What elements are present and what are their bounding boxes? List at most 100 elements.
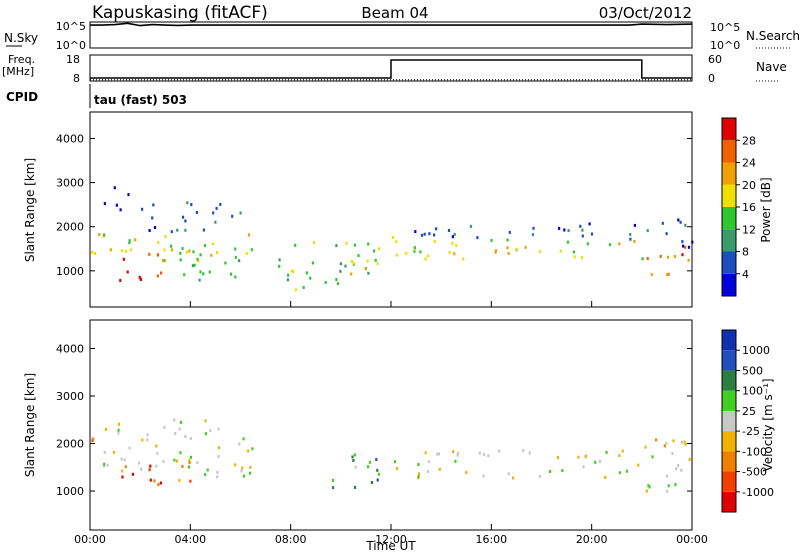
scatter-cell: [506, 238, 509, 242]
scatter-cell: [414, 230, 417, 234]
colorbar-swatch: [722, 370, 736, 391]
scatter-cell: [278, 264, 281, 268]
scatter-cell: [368, 460, 371, 464]
scatter-cell: [113, 186, 116, 190]
scatter-cell: [680, 468, 683, 472]
scatter-cell: [370, 481, 373, 484]
scatter-cell: [203, 244, 207, 248]
scatter-cell: [364, 267, 367, 271]
scatter-cell: [490, 239, 493, 242]
scatter-cell: [469, 224, 473, 228]
scatter-cell: [278, 258, 281, 262]
scatter-cell: [305, 271, 308, 275]
scatter-cell: [128, 446, 131, 450]
scatter-cell: [127, 193, 130, 197]
scatter-cell: [507, 252, 510, 255]
scatter-cell: [302, 286, 305, 289]
scatter-cell: [675, 467, 678, 471]
scatter-cell: [103, 451, 106, 454]
scatter-cell: [239, 211, 242, 215]
scatter-cell: [688, 457, 691, 461]
scatter-cell: [178, 427, 181, 431]
scatter-cell: [332, 486, 335, 490]
scatter-cell: [189, 437, 192, 441]
scatter-cell: [672, 439, 675, 443]
colorbar-tick-label: 500: [742, 364, 763, 377]
colorbar-swatch: [722, 251, 736, 274]
scatter-cell: [163, 248, 166, 252]
colorbar-tick-label: 28: [742, 134, 756, 147]
nsky-tick-high: 10^5: [56, 20, 86, 33]
scatter-cell: [465, 470, 468, 474]
scatter-cell: [123, 458, 126, 462]
scatter-cell: [366, 259, 369, 263]
scatter-cell: [115, 203, 118, 207]
scatter-cell: [448, 250, 451, 254]
scatter-cell: [674, 483, 677, 487]
scatter-cell: [556, 456, 559, 459]
scatter-cell: [673, 255, 676, 258]
scatter-cell: [451, 241, 454, 245]
scatter-cell: [196, 257, 199, 261]
scatter-cell: [162, 460, 165, 464]
scatter-cell: [148, 229, 151, 232]
scatter-cell: [679, 220, 682, 224]
scatter-cell: [621, 449, 624, 453]
scatter-cell: [128, 241, 131, 245]
scatter-cell: [178, 478, 181, 482]
scatter-cell: [352, 261, 355, 265]
scatter-cell: [184, 219, 187, 223]
scatter-cell: [633, 223, 636, 227]
colorbar-swatch: [722, 273, 736, 296]
scatter-cell: [153, 226, 157, 229]
power-y-ticks: 1000 2000 3000 4000: [56, 132, 692, 278]
colorbar-swatch: [722, 207, 736, 230]
scatter-cell: [179, 258, 182, 262]
scatter-cell: [498, 449, 501, 453]
scatter-cell: [511, 476, 515, 480]
velocity-ylabel: Slant Range [km]: [23, 373, 37, 477]
scatter-cell: [577, 455, 580, 459]
scatter-cell: [482, 474, 485, 478]
scatter-cell: [687, 245, 691, 249]
scatter-cell: [208, 270, 211, 274]
nsky-label: N.Sky: [4, 31, 38, 45]
scatter-cell: [423, 232, 426, 236]
scatter-cell: [292, 270, 295, 274]
nave-tick-high: 60: [708, 53, 722, 66]
scatter-cell: [667, 484, 670, 488]
scatter-cell: [588, 222, 591, 226]
scatter-cell: [126, 270, 129, 274]
scatter-cell: [191, 264, 194, 268]
scatter-cell: [196, 461, 199, 465]
scatter-cell: [339, 269, 342, 273]
power-scatter-cells: [91, 186, 694, 292]
scatter-cell: [250, 248, 253, 252]
y-tick-label: 2000: [56, 221, 84, 234]
scatter-cell: [567, 229, 570, 233]
scatter-cell: [420, 233, 424, 237]
scatter-cell: [294, 288, 298, 292]
scatter-cell: [211, 242, 215, 246]
colorbar-swatch: [722, 162, 736, 185]
scatter-cell: [156, 253, 159, 257]
scatter-cell: [184, 228, 187, 232]
scatter-cell: [119, 208, 122, 212]
scatter-cell: [665, 232, 668, 236]
scatter-cell: [580, 256, 584, 260]
cpid-value: tau (fast) 503: [94, 93, 187, 107]
scatter-cell: [558, 226, 561, 230]
scatter-cell: [594, 460, 597, 464]
velocity-panel: 1000 2000 3000 4000 00:00 04:00 08:00 12:00 16:…: [23, 301, 775, 553]
scatter-cell: [103, 233, 106, 237]
scatter-cell: [214, 220, 217, 224]
scatter-cell: [140, 467, 143, 471]
scatter-cell: [179, 251, 182, 255]
scatter-cell: [204, 473, 207, 477]
scatter-cell: [395, 253, 398, 257]
scatter-cell: [234, 275, 237, 279]
scatter-cell: [248, 471, 252, 475]
nsearch-tick-high: 10^5: [710, 21, 740, 34]
scatter-cell: [515, 247, 518, 251]
y-tick-label: 4000: [56, 132, 84, 145]
